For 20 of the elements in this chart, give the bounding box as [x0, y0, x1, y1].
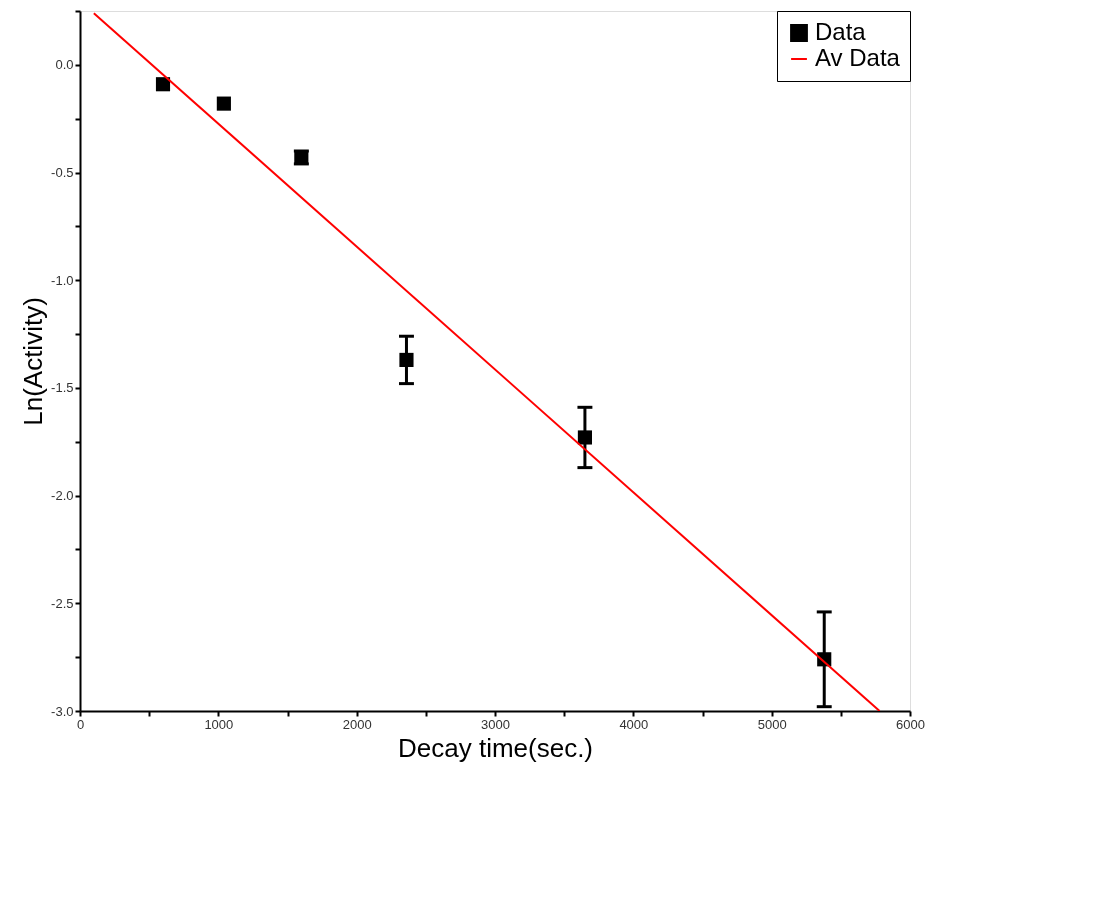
x-tick-label: 2000 — [342, 716, 372, 732]
y-tick-label: -2.0 — [51, 488, 74, 504]
x-tick-label: 5000 — [757, 716, 787, 732]
y-tick-label: -2.5 — [51, 595, 74, 611]
point — [216, 96, 231, 111]
y-tick-label: -0.5 — [51, 165, 74, 181]
x-tick-label: 1000 — [204, 716, 234, 732]
y-axis-title: Ln(Activity) — [18, 297, 49, 426]
y-tick-label: -1.5 — [51, 380, 74, 396]
x-tick-label: 3000 — [481, 716, 510, 732]
x-axis-title: Decay time(sec.) — [397, 732, 594, 763]
legend-label: Av Data — [815, 44, 901, 71]
x-tick-label: 4000 — [619, 716, 649, 732]
y-tick-label: 0.0 — [55, 57, 74, 73]
point — [155, 77, 171, 92]
x-tick-label: 0 — [76, 716, 85, 732]
y-tick-label: -3.0 — [51, 703, 74, 719]
y-tick-label: -1.0 — [51, 272, 74, 288]
legend-label: Data — [815, 18, 867, 45]
x-tick-label: 6000 — [896, 716, 925, 732]
